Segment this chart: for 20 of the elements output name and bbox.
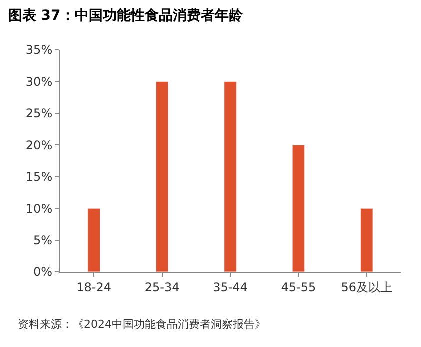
y-tick-label: 35% (26, 43, 53, 58)
x-tick-label: 18-24 (76, 280, 112, 294)
chart-title: 图表 37：中国功能性食品消费者年龄 (8, 8, 244, 24)
x-tick-label: 45-55 (281, 280, 316, 294)
y-tick-label: 15% (26, 170, 53, 184)
text: 资料来源：《2024中国功能食品消费者洞察报告》 (18, 318, 266, 331)
y-tick-label: 5% (34, 233, 53, 248)
y-tick-label: 20% (26, 138, 53, 152)
y-tick-label: 25% (26, 106, 53, 121)
y-tick-label: 10% (26, 202, 53, 216)
bar (88, 208, 100, 272)
bar (360, 208, 374, 272)
bar (292, 144, 306, 272)
bar (224, 81, 237, 272)
y-tick-label: 30% (26, 74, 53, 89)
x-tick-label: 56及以上 (341, 280, 393, 294)
x-tick-label: 25-34 (144, 280, 180, 294)
x-tick-label: 35-44 (213, 280, 248, 294)
y-tick-label: 0% (34, 265, 53, 280)
bar (156, 81, 169, 272)
